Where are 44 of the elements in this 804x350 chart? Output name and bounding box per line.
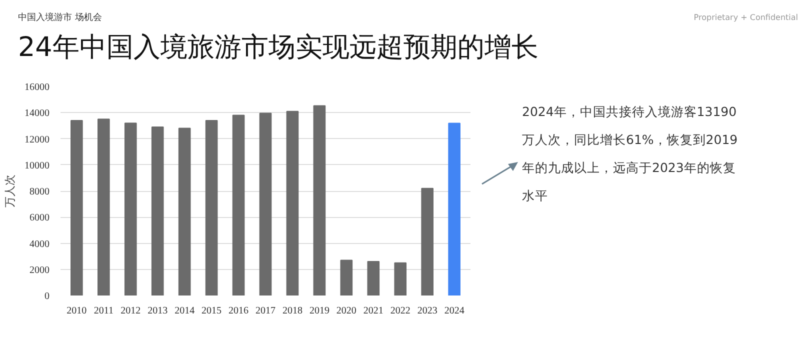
- chart-subtitle: 中国入境游市 场机会: [18, 12, 103, 25]
- x-tick-label: 2020: [336, 306, 356, 316]
- text: 2024年，中国共接待入境游客13190万人次，同比增长61%，恢复到2019年的九成以上，远高于2023年的恢复水平: [522, 103, 739, 205]
- bar: [313, 105, 326, 296]
- bar: [367, 261, 380, 296]
- y-tick-label: 0: [44, 291, 50, 302]
- x-tick-label: 2023: [417, 306, 438, 316]
- bar: [448, 122, 460, 296]
- bar: [205, 120, 218, 296]
- y-axis-title: 万人次: [4, 174, 16, 208]
- x-tick-label: 2018: [282, 306, 302, 316]
- bar: [232, 114, 245, 296]
- y-tick-label: 10000: [24, 160, 50, 172]
- x-tick-label: 2019: [309, 306, 330, 316]
- x-tick-label: 2013: [148, 306, 168, 316]
- y-tick-label: 14000: [24, 108, 50, 120]
- bar: [97, 118, 110, 296]
- x-tick-label: 2022: [390, 306, 410, 316]
- y-tick-label: 16000: [24, 82, 50, 93]
- bar: [394, 262, 407, 296]
- bar: [421, 188, 434, 296]
- x-tick-label: 2016: [228, 306, 249, 316]
- y-tick-label: 2000: [30, 264, 50, 276]
- y-tick-label: 12000: [24, 134, 50, 146]
- bar: [259, 112, 272, 296]
- bar: [124, 122, 137, 296]
- chart-title: 24年中国入境旅游市场实现远超预期的增长: [18, 30, 538, 65]
- x-tick-label: 2012: [120, 306, 141, 316]
- bar: [340, 260, 353, 296]
- y-tick-label: 8000: [30, 186, 50, 198]
- x-tick-label: 2011: [94, 306, 114, 316]
- text: Proprietary + Confidential: [694, 12, 798, 24]
- x-tick-label: 2024: [444, 306, 464, 316]
- y-tick-label: 6000: [30, 212, 50, 224]
- bar: [286, 110, 299, 296]
- x-tick-label: 2010: [66, 306, 87, 316]
- y-tick-label: 4000: [30, 238, 50, 250]
- x-tick-label: 2015: [202, 306, 222, 316]
- bar: [70, 120, 83, 296]
- bar: [151, 126, 164, 296]
- x-tick-label: 2014: [174, 306, 195, 316]
- bar: [178, 128, 191, 296]
- x-tick-label: 2017: [256, 306, 276, 316]
- x-tick-label: 2021: [363, 306, 384, 316]
